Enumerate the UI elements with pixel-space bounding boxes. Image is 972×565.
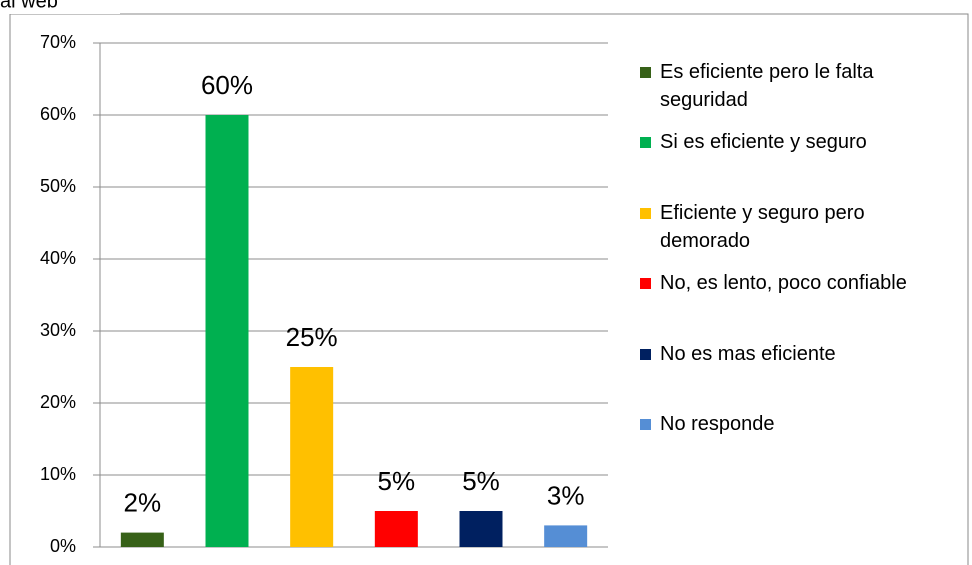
chart-title: al web — [0, 0, 58, 12]
legend-label: Si es eficiente y seguro — [660, 131, 867, 154]
chart-border — [9, 13, 969, 565]
legend-label: Es eficiente pero le falta seguridad — [660, 61, 874, 111]
y-tick-label: 0% — [50, 536, 76, 556]
data-label: 5% — [462, 466, 500, 496]
legend-label: Eficiente y seguro pero demorado — [660, 201, 865, 252]
title-bg — [0, 0, 120, 14]
y-tick-label: 20% — [40, 392, 76, 412]
data-label: 60% — [201, 70, 253, 100]
legend-swatch — [640, 67, 651, 78]
data-label: 3% — [547, 480, 585, 510]
y-tick-label: 30% — [40, 320, 76, 340]
legend-swatch — [640, 419, 651, 430]
data-label: 25% — [286, 322, 338, 352]
y-tick-label: 60% — [40, 104, 76, 124]
y-tick-label: 50% — [40, 176, 76, 196]
legend-swatch — [640, 348, 651, 360]
data-label: 5% — [378, 466, 416, 496]
legend-swatch — [640, 137, 651, 149]
legend-item: Eficiente y seguro pero demorado — [640, 199, 940, 255]
legend-item: No, es lento, poco confiable — [640, 269, 940, 297]
y-tick-label: 10% — [40, 464, 76, 484]
bar — [205, 115, 249, 547]
legend-item: No responde — [640, 410, 940, 438]
bar — [374, 511, 418, 547]
legend-label: No responde — [660, 413, 775, 435]
bar — [459, 511, 503, 547]
y-tick-label: 70% — [40, 32, 76, 52]
bar — [120, 532, 164, 547]
legend-item: Si es eficiente y seguro — [640, 128, 940, 156]
legend-item: No es mas eficiente — [640, 340, 940, 368]
legend-swatch — [640, 278, 651, 290]
legend-label: No es mas eficiente — [660, 342, 836, 365]
legend-swatch — [640, 207, 651, 219]
data-label: 2% — [124, 487, 162, 517]
legend-item: Es eficiente pero le falta seguridad — [640, 58, 940, 114]
y-tick-label: 40% — [40, 248, 76, 268]
bar — [544, 525, 588, 547]
legend-label: No, es lento, poco confiable — [660, 272, 907, 295]
bar — [290, 367, 334, 547]
